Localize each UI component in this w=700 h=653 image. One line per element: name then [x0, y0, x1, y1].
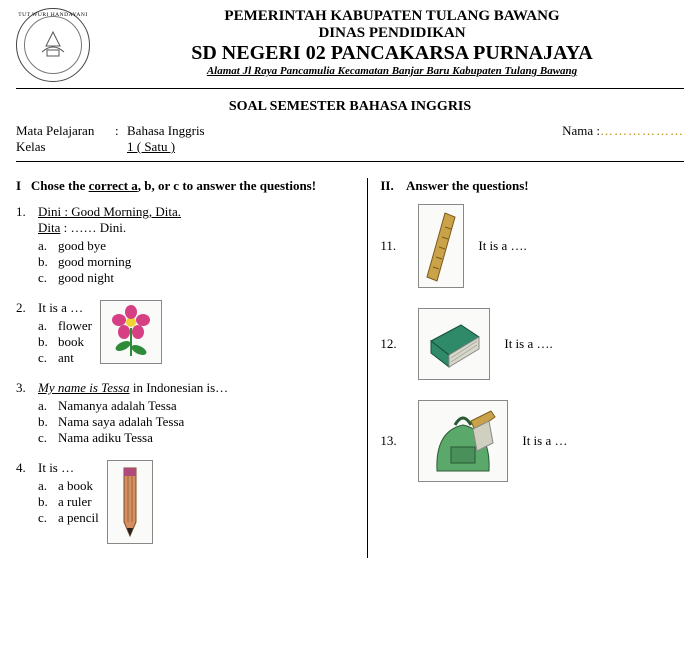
section-2-num: II.	[380, 178, 393, 193]
q2-opt-c: ant	[58, 350, 74, 366]
header-gov: PEMERINTAH KABUPATEN TULANG BAWANG	[100, 8, 684, 25]
q12-text: It is a ….	[504, 336, 552, 352]
q1-num: 1.	[16, 204, 38, 220]
flower-icon	[100, 300, 162, 364]
book-icon	[418, 308, 490, 380]
opt-label: b.	[38, 334, 58, 350]
q1-opt-c: good night	[58, 270, 114, 286]
opt-label: c.	[38, 270, 58, 286]
opt-label: b.	[38, 414, 58, 430]
opt-label: a.	[38, 318, 58, 334]
question-1: 1. Dini : Good Morning, Dita. Dita : …… …	[16, 204, 353, 286]
logo-motto: TUT WURI HANDAYANI	[17, 12, 89, 18]
header-dept: DINAS PENDIDIKAN	[100, 25, 684, 42]
value-kelas: 1 ( Satu )	[127, 139, 175, 155]
q4-opt-b: a ruler	[58, 494, 92, 510]
q1-speaker1: Dini	[38, 204, 61, 219]
q3-opt-a: Namanya adalah Tessa	[58, 398, 177, 414]
question-2: 2. It is a … a.flower b.book c.ant	[16, 300, 353, 366]
colon: :	[115, 123, 123, 139]
q13-text: It is a …	[522, 433, 567, 449]
section-1-text-b: , b, or c to answer the questions!	[138, 178, 316, 193]
opt-label: a.	[38, 238, 58, 254]
logo-inner-icon	[24, 16, 82, 74]
section-1-num: I	[16, 178, 21, 193]
exam-title: SOAL SEMESTER BAHASA INGGRIS	[16, 99, 684, 115]
q3-num: 3.	[16, 380, 38, 396]
content-columns: I Chose the correct a, b, or c to answer…	[16, 178, 684, 558]
q2-num: 2.	[16, 300, 38, 316]
question-4: 4. It is … a.a book b.a ruler c.a pencil	[16, 460, 353, 544]
q3-opt-c: Nama adiku Tessa	[58, 430, 153, 446]
section-1: I Chose the correct a, b, or c to answer…	[16, 178, 363, 558]
question-12: 12. It is a ….	[380, 308, 683, 380]
divider-meta	[16, 161, 684, 162]
q12-num: 12.	[380, 336, 404, 352]
q3-stem-italic: My name is Tessa	[38, 380, 130, 395]
q1-opt-a: good bye	[58, 238, 106, 254]
q11-num: 11.	[380, 238, 404, 254]
meta-row: Mata Pelajaran : Bahasa Inggris Kelas 1 …	[16, 123, 684, 155]
q1-speaker2: Dita	[38, 220, 60, 235]
section-1-text-u: correct a	[89, 178, 138, 193]
meta-left: Mata Pelajaran : Bahasa Inggris Kelas 1 …	[16, 123, 205, 155]
section-1-text-a: Chose the	[31, 178, 89, 193]
section-1-heading: I Chose the correct a, b, or c to answer…	[16, 178, 353, 194]
question-3: 3. My name is Tessa in Indonesian is… a.…	[16, 380, 353, 446]
ruler-icon	[418, 204, 464, 288]
q4-num: 4.	[16, 460, 38, 476]
q2-opt-a: flower	[58, 318, 92, 334]
section-2-text: Answer the questions!	[406, 178, 529, 193]
question-13: 13. It is a …	[380, 400, 683, 482]
q3-stem-tail: in Indonesian is…	[130, 380, 229, 395]
q4-opt-a: a book	[58, 478, 93, 494]
question-11: 11. It is a ….	[380, 204, 683, 288]
opt-label: c.	[38, 350, 58, 366]
opt-label: b.	[38, 494, 58, 510]
document-header: TUT WURI HANDAYANI PEMERINTAH KABUPATEN …	[16, 8, 684, 82]
nama-blank: ………………	[600, 123, 684, 138]
column-divider	[367, 178, 368, 558]
colon	[115, 139, 123, 155]
q4-stem: It is …	[38, 460, 99, 476]
q11-text: It is a ….	[478, 238, 526, 254]
value-mapel: Bahasa Inggris	[127, 123, 205, 139]
opt-label: a.	[38, 398, 58, 414]
opt-label: c.	[38, 510, 58, 526]
q13-num: 13.	[380, 433, 404, 449]
pencil-icon	[107, 460, 153, 544]
opt-label: b.	[38, 254, 58, 270]
label-mapel: Mata Pelajaran	[16, 123, 111, 139]
q2-opt-b: book	[58, 334, 84, 350]
section-2-heading: II. Answer the questions!	[380, 178, 683, 194]
q4-opt-c: a pencil	[58, 510, 99, 526]
header-school: SD NEGERI 02 PANCAKARSA PURNAJAYA	[100, 42, 684, 65]
opt-label: c.	[38, 430, 58, 446]
logo: TUT WURI HANDAYANI	[16, 8, 90, 82]
section-2: II. Answer the questions! 11. It is a ….…	[376, 178, 683, 558]
label-nama: Nama :	[562, 123, 600, 138]
header-address: Alamat Jl Raya Pancamulia Kecamatan Banj…	[100, 65, 684, 77]
q1-opt-b: good morning	[58, 254, 131, 270]
opt-label: a.	[38, 478, 58, 494]
label-kelas: Kelas	[16, 139, 111, 155]
header-text-block: PEMERINTAH KABUPATEN TULANG BAWANG DINAS…	[100, 8, 684, 77]
q1-line2: : …… Dini.	[60, 220, 126, 235]
divider-top	[16, 88, 684, 89]
bag-icon	[418, 400, 508, 482]
q2-stem: It is a …	[38, 300, 92, 316]
q1-line1: : Good Morning, Dita.	[61, 204, 181, 219]
q3-opt-b: Nama saya adalah Tessa	[58, 414, 184, 430]
meta-right: Nama :………………	[562, 123, 684, 155]
